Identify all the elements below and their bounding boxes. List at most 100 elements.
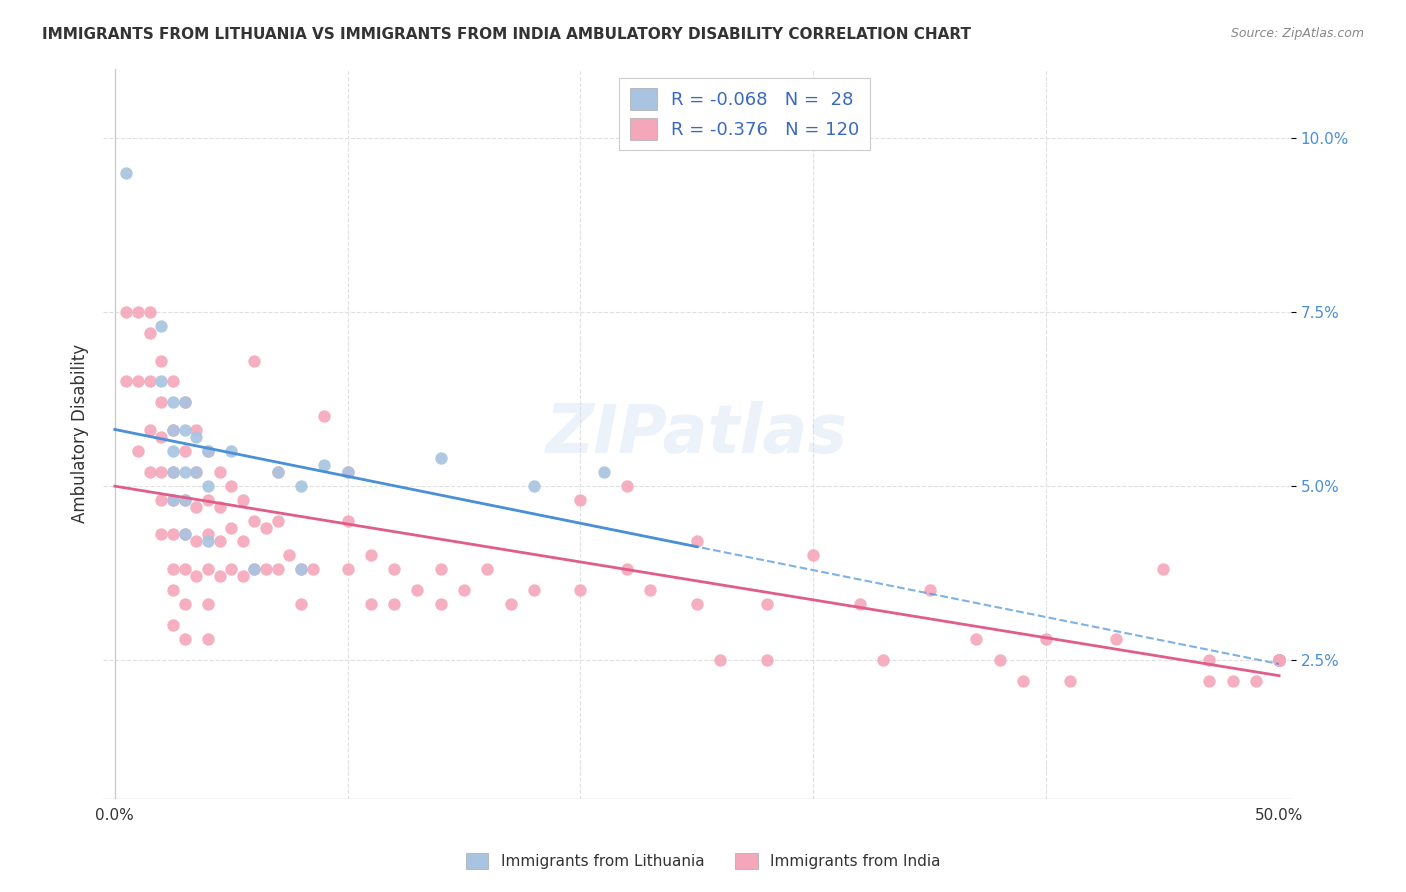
Point bbox=[1268, 653, 1291, 667]
Point bbox=[290, 562, 312, 576]
Point bbox=[429, 450, 451, 465]
Point bbox=[173, 465, 195, 479]
Point bbox=[1268, 653, 1291, 667]
Point bbox=[197, 527, 219, 541]
Point bbox=[173, 395, 195, 409]
Point bbox=[1268, 653, 1291, 667]
Point bbox=[360, 597, 382, 611]
Legend: Immigrants from Lithuania, Immigrants from India: Immigrants from Lithuania, Immigrants fr… bbox=[460, 847, 946, 875]
Point bbox=[138, 305, 160, 319]
Point bbox=[138, 375, 160, 389]
Point bbox=[197, 479, 219, 493]
Point bbox=[709, 653, 731, 667]
Point bbox=[290, 479, 312, 493]
Point bbox=[219, 444, 242, 458]
Point bbox=[232, 534, 254, 549]
Point bbox=[186, 534, 208, 549]
Point bbox=[1268, 653, 1291, 667]
Point bbox=[186, 569, 208, 583]
Point bbox=[499, 597, 522, 611]
Point bbox=[208, 569, 231, 583]
Point bbox=[1268, 653, 1291, 667]
Point bbox=[918, 583, 941, 598]
Point bbox=[314, 458, 336, 472]
Point bbox=[267, 562, 290, 576]
Point bbox=[150, 375, 173, 389]
Point bbox=[173, 527, 195, 541]
Point bbox=[1268, 653, 1291, 667]
Point bbox=[197, 597, 219, 611]
Point bbox=[1268, 653, 1291, 667]
Point bbox=[1268, 653, 1291, 667]
Point bbox=[150, 395, 173, 409]
Point bbox=[1268, 653, 1291, 667]
Point bbox=[243, 562, 266, 576]
Point bbox=[138, 326, 160, 340]
Point bbox=[232, 492, 254, 507]
Point bbox=[1268, 653, 1291, 667]
Point bbox=[162, 465, 184, 479]
Point bbox=[290, 597, 312, 611]
Text: Source: ZipAtlas.com: Source: ZipAtlas.com bbox=[1230, 27, 1364, 40]
Point bbox=[267, 465, 290, 479]
Point bbox=[965, 632, 987, 646]
Point bbox=[162, 492, 184, 507]
Point bbox=[186, 500, 208, 514]
Point bbox=[336, 562, 359, 576]
Point bbox=[186, 430, 208, 444]
Point bbox=[173, 632, 195, 646]
Point bbox=[186, 465, 208, 479]
Point bbox=[162, 375, 184, 389]
Point bbox=[197, 444, 219, 458]
Point bbox=[1268, 653, 1291, 667]
Point bbox=[173, 562, 195, 576]
Text: IMMIGRANTS FROM LITHUANIA VS IMMIGRANTS FROM INDIA AMBULATORY DISABILITY CORRELA: IMMIGRANTS FROM LITHUANIA VS IMMIGRANTS … bbox=[42, 27, 972, 42]
Point bbox=[755, 597, 778, 611]
Point bbox=[278, 549, 301, 563]
Point bbox=[162, 444, 184, 458]
Point bbox=[197, 632, 219, 646]
Point bbox=[127, 444, 149, 458]
Point bbox=[1059, 673, 1081, 688]
Point bbox=[208, 500, 231, 514]
Point bbox=[301, 562, 323, 576]
Point bbox=[1268, 653, 1291, 667]
Point bbox=[1198, 653, 1220, 667]
Point bbox=[616, 562, 638, 576]
Point bbox=[592, 465, 614, 479]
Point bbox=[150, 527, 173, 541]
Point bbox=[429, 562, 451, 576]
Point bbox=[1198, 673, 1220, 688]
Point bbox=[336, 465, 359, 479]
Point bbox=[1268, 653, 1291, 667]
Point bbox=[477, 562, 499, 576]
Point bbox=[1222, 673, 1244, 688]
Point bbox=[1012, 673, 1035, 688]
Point bbox=[173, 492, 195, 507]
Point bbox=[267, 514, 290, 528]
Point bbox=[173, 423, 195, 437]
Point bbox=[162, 562, 184, 576]
Point bbox=[254, 520, 277, 534]
Point bbox=[162, 583, 184, 598]
Point bbox=[686, 597, 709, 611]
Point bbox=[127, 305, 149, 319]
Point bbox=[197, 534, 219, 549]
Point bbox=[569, 583, 592, 598]
Point bbox=[801, 549, 824, 563]
Point bbox=[138, 465, 160, 479]
Point bbox=[243, 562, 266, 576]
Point bbox=[173, 395, 195, 409]
Point bbox=[232, 569, 254, 583]
Point bbox=[382, 597, 405, 611]
Point bbox=[336, 465, 359, 479]
Point bbox=[523, 583, 546, 598]
Point bbox=[243, 514, 266, 528]
Point bbox=[1035, 632, 1057, 646]
Point bbox=[290, 562, 312, 576]
Point bbox=[162, 492, 184, 507]
Point bbox=[173, 492, 195, 507]
Point bbox=[162, 395, 184, 409]
Point bbox=[569, 492, 592, 507]
Point bbox=[360, 549, 382, 563]
